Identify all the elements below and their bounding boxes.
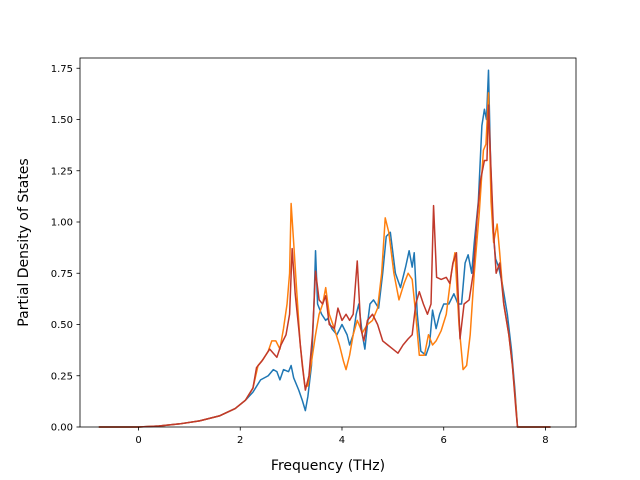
y-tick-label: 1.50 (51, 115, 73, 126)
y-tick-label: 0.75 (51, 269, 73, 280)
y-tick-label: 0.25 (51, 371, 73, 382)
x-tick-label: 8 (542, 435, 548, 446)
series-line-1 (98, 69, 551, 428)
y-tick-label: 1.75 (51, 64, 73, 75)
y-tick-label: 0.00 (51, 423, 73, 434)
x-tick-label: 6 (441, 435, 447, 446)
series-line-2 (98, 92, 551, 428)
y-axis-ticks: 0.00 0.25 0.50 0.75 1.00 1.25 1.50 1.75 (51, 64, 80, 434)
plot-frame (79, 57, 577, 428)
y-tick-label: 1.00 (51, 218, 73, 229)
y-tick-label: 0.50 (51, 320, 73, 331)
x-tick-label: 2 (237, 435, 243, 446)
series-layer (98, 69, 551, 428)
x-tick-label: 0 (135, 435, 141, 446)
y-tick-label: 1.25 (51, 166, 73, 177)
series-line-3 (98, 104, 551, 428)
x-axis-label: Frequency (THz) (271, 458, 385, 474)
x-axis-ticks: 0 2 4 6 8 (135, 427, 549, 446)
y-axis-label: Partial Density of States (16, 158, 32, 326)
x-tick-label: 4 (339, 435, 345, 446)
